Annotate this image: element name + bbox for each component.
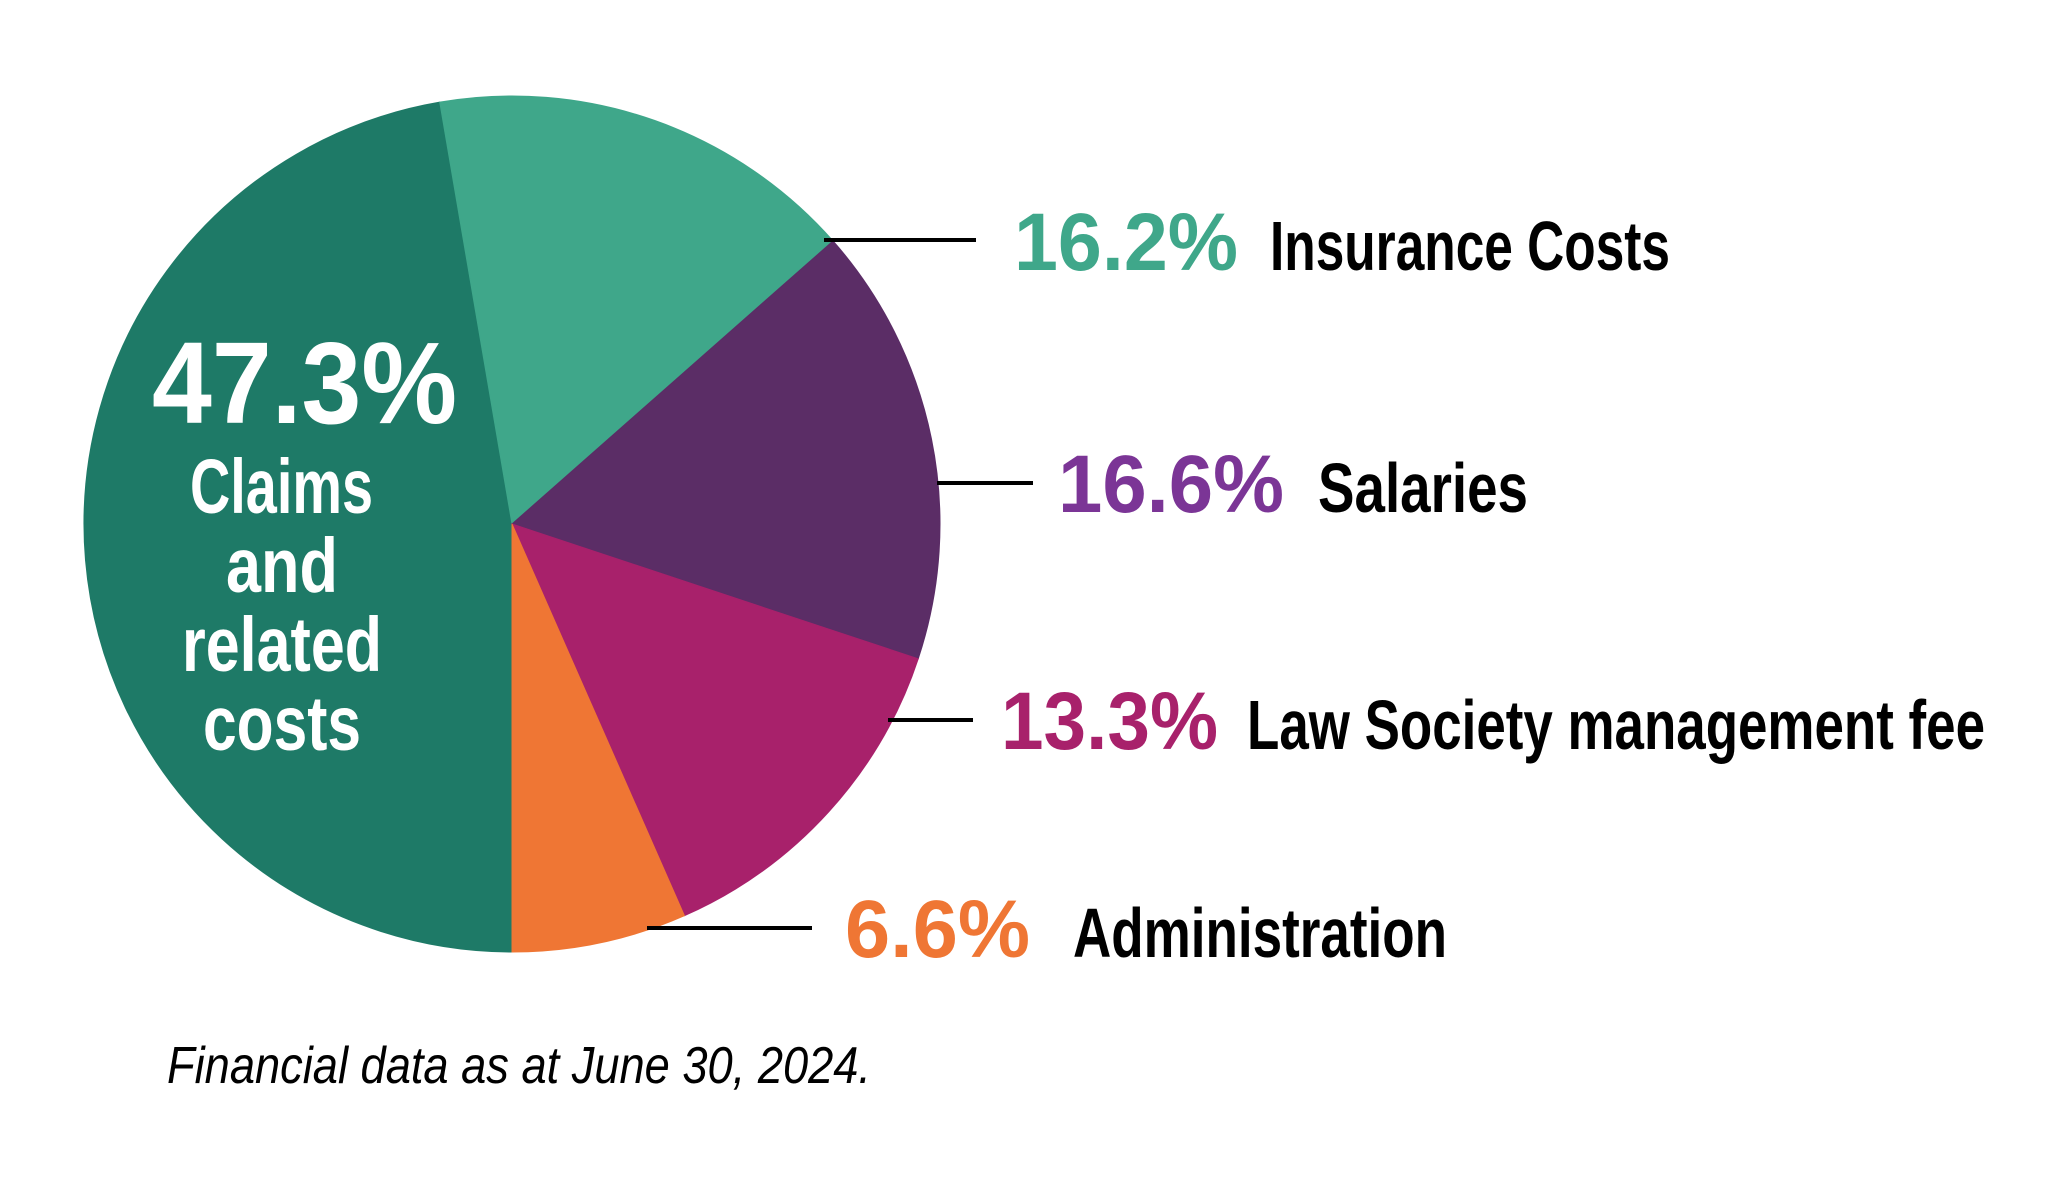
pie-slices <box>83 95 941 953</box>
center-label-line: related <box>182 602 382 688</box>
pct-value-law-society-management-fee: 13.3% <box>1001 676 1218 767</box>
pie-slice-salaries <box>511 240 941 660</box>
slice-label-insurance-costs: Insurance Costs <box>1270 207 1670 285</box>
slice-label-administration: Administration <box>1073 894 1447 972</box>
pct-value-insurance-costs: 16.2% <box>1014 197 1238 288</box>
center-pct-value: 47.3% <box>152 318 457 448</box>
pie-slice-claims-and-related-costs <box>83 101 513 953</box>
pct-value-salaries: 16.6% <box>1058 439 1284 530</box>
pie-slice-administration <box>511 523 686 953</box>
center-label-line: Claims <box>190 444 373 530</box>
footnote: Financial data as at June 30, 2024. <box>167 1037 871 1095</box>
slice-callouts: 16.2% Insurance Costs 16.6% Salaries 13.3% La… <box>647 197 1985 975</box>
slice-label-salaries: Salaries <box>1318 449 1528 527</box>
pie-slice-law-society-management-fee <box>511 523 919 917</box>
pct-value-administration: 6.6% <box>845 884 1030 975</box>
pie-slice-insurance-costs <box>439 95 834 525</box>
center-label-line: costs <box>203 681 361 767</box>
center-label-line: and <box>226 523 338 609</box>
slice-label-law-society-management-fee: Law Society management fee <box>1247 686 1985 764</box>
